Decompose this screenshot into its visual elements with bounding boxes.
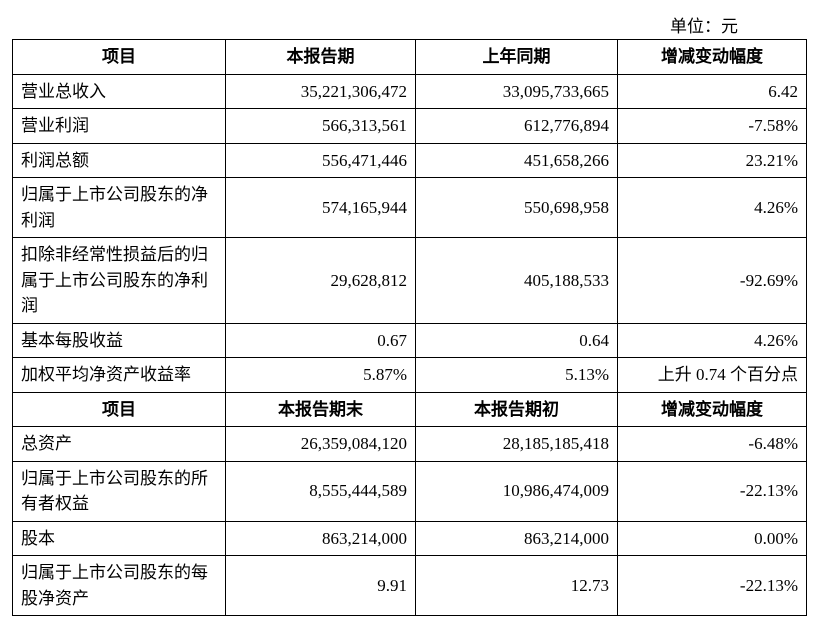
financial-table: 项目 本报告期 上年同期 增减变动幅度 营业总收入 35,221,306,472…: [12, 39, 807, 616]
table-row: 股本 863,214,000 863,214,000 0.00%: [13, 521, 807, 556]
header-change: 增减变动幅度: [618, 40, 807, 75]
row-value: 12.73: [416, 556, 618, 616]
table-row: 归属于上市公司股东的净利润 574,165,944 550,698,958 4.…: [13, 178, 807, 238]
row-value: 566,313,561: [226, 109, 416, 144]
row-label: 股本: [13, 521, 226, 556]
row-value: 405,188,533: [416, 238, 618, 324]
row-value: 0.00%: [618, 521, 807, 556]
row-value: -7.58%: [618, 109, 807, 144]
table-row: 营业总收入 35,221,306,472 33,095,733,665 6.42: [13, 74, 807, 109]
row-label: 营业总收入: [13, 74, 226, 109]
table-row: 利润总额 556,471,446 451,658,266 23.21%: [13, 143, 807, 178]
row-label: 加权平均净资产收益率: [13, 358, 226, 393]
row-value: 9.91: [226, 556, 416, 616]
row-value: 863,214,000: [226, 521, 416, 556]
row-label: 归属于上市公司股东的所有者权益: [13, 461, 226, 521]
header-current: 本报告期: [226, 40, 416, 75]
row-value: 451,658,266: [416, 143, 618, 178]
table-row: 加权平均净资产收益率 5.87% 5.13% 上升 0.74 个百分点: [13, 358, 807, 393]
row-value: -6.48%: [618, 427, 807, 462]
row-value: 4.26%: [618, 178, 807, 238]
row-value: 612,776,894: [416, 109, 618, 144]
row-value: 550,698,958: [416, 178, 618, 238]
row-value: 4.26%: [618, 323, 807, 358]
row-value: 29,628,812: [226, 238, 416, 324]
header-row-2: 项目 本报告期末 本报告期初 增减变动幅度: [13, 392, 807, 427]
table-row: 总资产 26,359,084,120 28,185,185,418 -6.48%: [13, 427, 807, 462]
row-value: 5.13%: [416, 358, 618, 393]
table-row: 营业利润 566,313,561 612,776,894 -7.58%: [13, 109, 807, 144]
row-value: -92.69%: [618, 238, 807, 324]
row-value: -22.13%: [618, 461, 807, 521]
unit-label: 单位：元: [12, 12, 808, 37]
row-value: 0.67: [226, 323, 416, 358]
row-value: 5.87%: [226, 358, 416, 393]
header-row-1: 项目 本报告期 上年同期 增减变动幅度: [13, 40, 807, 75]
row-value: 上升 0.74 个百分点: [618, 358, 807, 393]
row-value: 8,555,444,589: [226, 461, 416, 521]
row-value: 23.21%: [618, 143, 807, 178]
row-label: 营业利润: [13, 109, 226, 144]
row-label: 利润总额: [13, 143, 226, 178]
header-period-begin: 本报告期初: [416, 392, 618, 427]
row-value: 0.64: [416, 323, 618, 358]
row-value: -22.13%: [618, 556, 807, 616]
row-value: 35,221,306,472: [226, 74, 416, 109]
row-value: 33,095,733,665: [416, 74, 618, 109]
table-row: 基本每股收益 0.67 0.64 4.26%: [13, 323, 807, 358]
table-row: 扣除非经常性损益后的归属于上市公司股东的净利润 29,628,812 405,1…: [13, 238, 807, 324]
row-label: 总资产: [13, 427, 226, 462]
header-prior: 上年同期: [416, 40, 618, 75]
row-label: 归属于上市公司股东的净利润: [13, 178, 226, 238]
row-value: 10,986,474,009: [416, 461, 618, 521]
row-value: 28,185,185,418: [416, 427, 618, 462]
header-item: 项目: [13, 40, 226, 75]
row-value: 6.42: [618, 74, 807, 109]
table-row: 归属于上市公司股东的每股净资产 9.91 12.73 -22.13%: [13, 556, 807, 616]
row-label: 扣除非经常性损益后的归属于上市公司股东的净利润: [13, 238, 226, 324]
row-label: 基本每股收益: [13, 323, 226, 358]
row-value: 863,214,000: [416, 521, 618, 556]
table-row: 归属于上市公司股东的所有者权益 8,555,444,589 10,986,474…: [13, 461, 807, 521]
header-period-end: 本报告期末: [226, 392, 416, 427]
row-value: 556,471,446: [226, 143, 416, 178]
row-value: 26,359,084,120: [226, 427, 416, 462]
row-value: 574,165,944: [226, 178, 416, 238]
row-label: 归属于上市公司股东的每股净资产: [13, 556, 226, 616]
header-item: 项目: [13, 392, 226, 427]
header-change: 增减变动幅度: [618, 392, 807, 427]
